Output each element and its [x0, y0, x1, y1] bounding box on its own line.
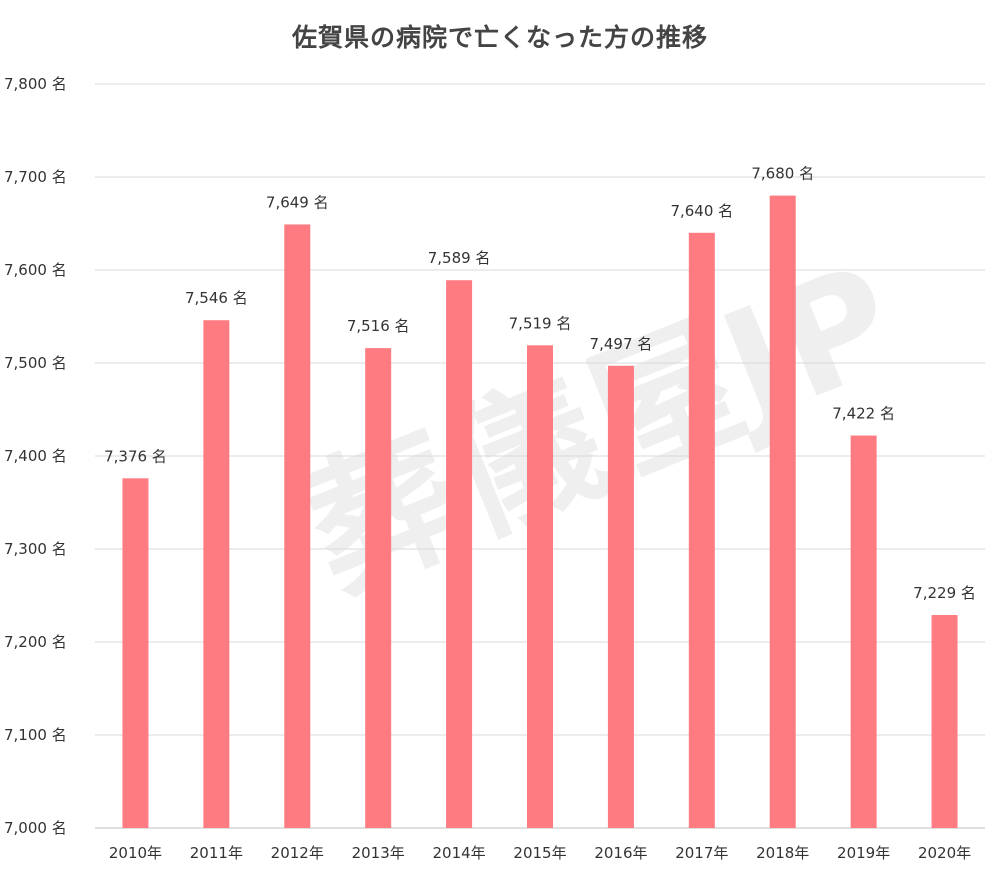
- bar: [203, 320, 230, 828]
- data-label: 7,422 名: [832, 405, 895, 423]
- data-label: 7,229 名: [913, 584, 976, 602]
- bar: [850, 435, 877, 828]
- y-tick-label: 7,700 名: [4, 168, 67, 186]
- y-tick-label: 7,600 名: [4, 261, 67, 279]
- y-tick-label: 7,100 名: [4, 726, 67, 744]
- y-tick-label: 7,500 名: [4, 354, 67, 372]
- x-tick-label: 2015年: [513, 844, 566, 862]
- data-label: 7,546 名: [185, 289, 248, 307]
- chart-title: 佐賀県の病院で亡くなった方の推移: [291, 23, 708, 52]
- x-tick-label: 2014年: [432, 844, 485, 862]
- data-label: 7,680 名: [751, 165, 814, 183]
- x-tick-label: 2020年: [918, 844, 971, 862]
- data-label: 7,649 名: [266, 193, 329, 211]
- bar: [365, 348, 392, 828]
- x-tick-label: 2017年: [675, 844, 728, 862]
- data-label: 7,640 名: [670, 202, 733, 220]
- bar: [284, 224, 311, 828]
- bar: [527, 345, 553, 828]
- data-label: 7,497 名: [590, 335, 653, 353]
- x-tick-label: 2010年: [109, 844, 162, 862]
- x-tick-label: 2016年: [594, 844, 647, 862]
- x-tick-label: 2013年: [352, 844, 405, 862]
- y-tick-label: 7,300 名: [4, 540, 67, 558]
- x-tick-label: 2019年: [837, 844, 890, 862]
- bar: [446, 280, 473, 829]
- data-label: 7,376 名: [104, 447, 167, 465]
- bar: [931, 615, 958, 828]
- x-tick-label: 2011年: [190, 844, 243, 862]
- y-tick-label: 7,200 名: [4, 633, 67, 651]
- y-tick-label: 7,400 名: [4, 447, 67, 465]
- bar: [122, 478, 149, 828]
- x-tick-label: 2018年: [756, 844, 809, 862]
- y-tick-label: 7,800 名: [4, 75, 67, 93]
- data-label: 7,589 名: [428, 249, 491, 267]
- bar: [688, 232, 715, 829]
- y-tick-label: 7,000 名: [4, 819, 67, 837]
- x-tick-label: 2012年: [271, 844, 324, 862]
- data-label: 7,519 名: [509, 314, 572, 332]
- data-label: 7,516 名: [347, 317, 410, 335]
- bar: [769, 195, 796, 829]
- bar: [607, 365, 634, 828]
